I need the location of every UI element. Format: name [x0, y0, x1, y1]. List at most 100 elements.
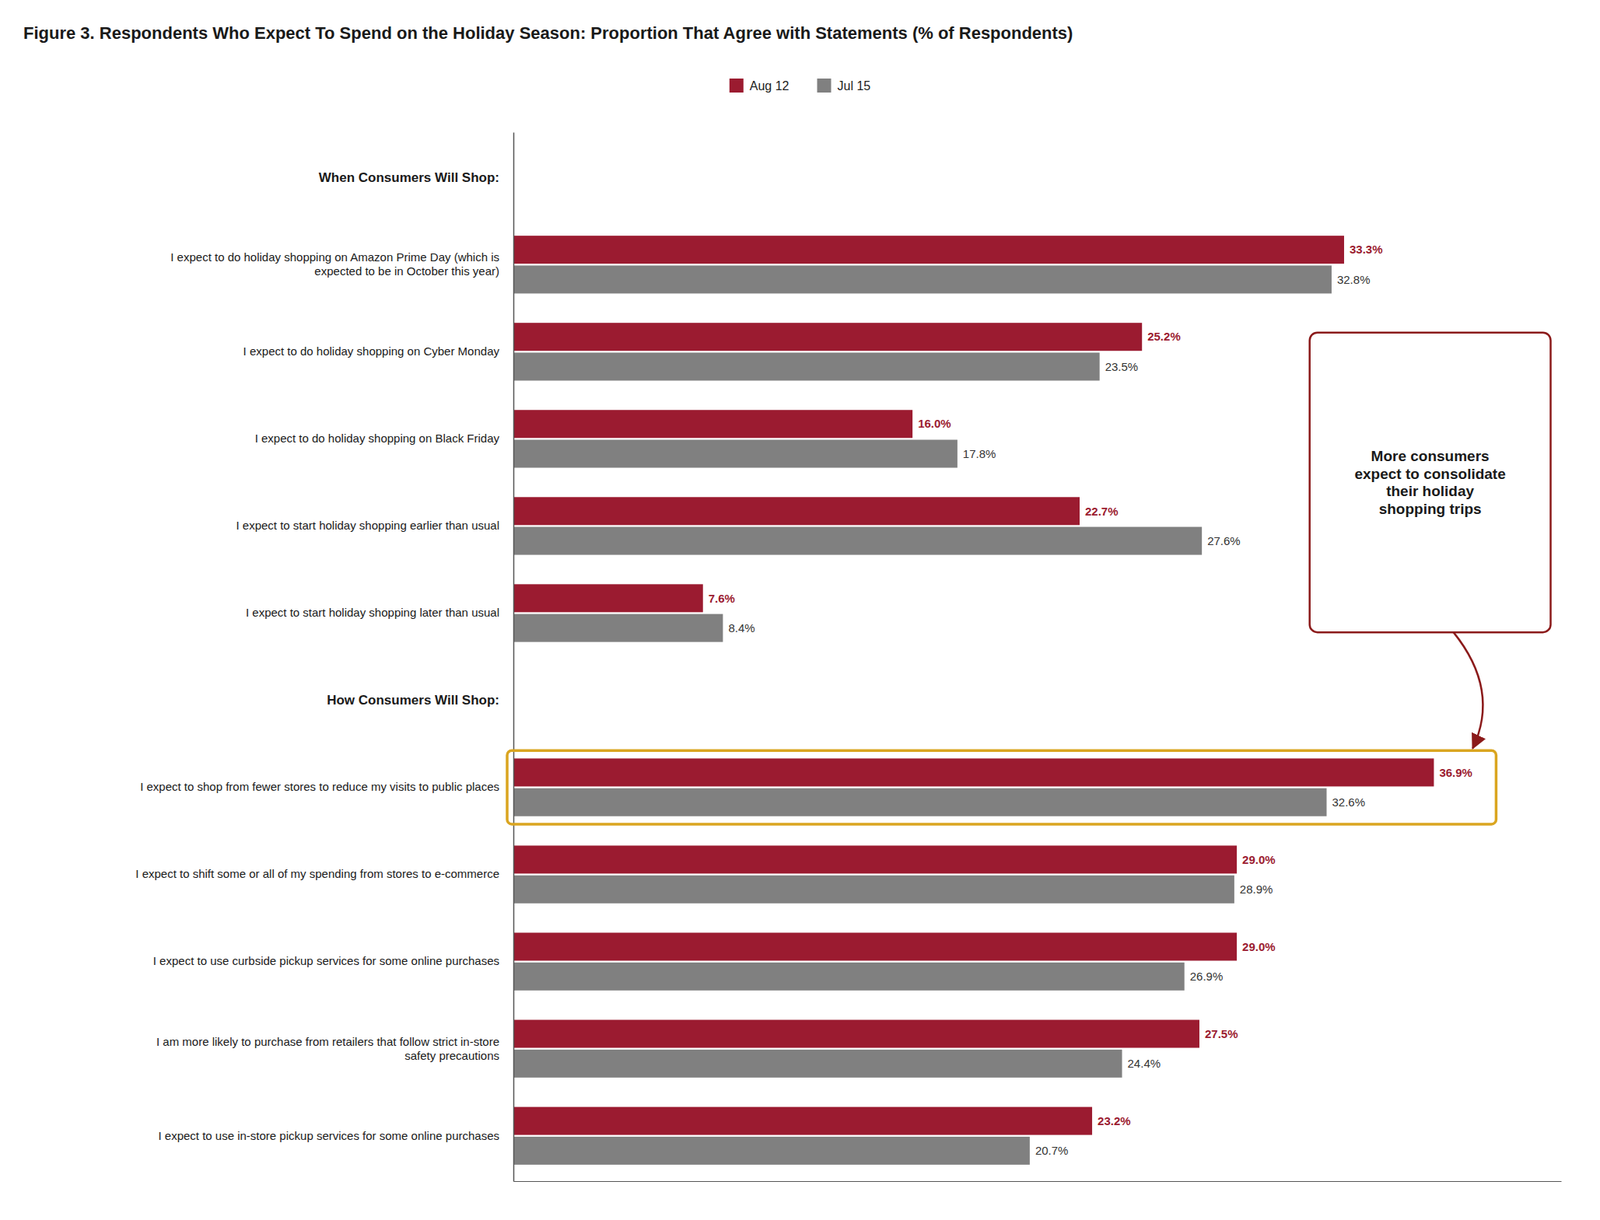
bar: [513, 352, 1100, 381]
y-tick-label: I expect to use curbside pickup services…: [153, 954, 500, 968]
y-tick-label-line: I expect to shift some or all of my spen…: [135, 867, 500, 881]
y-tick-label-line: I expect to do holiday shopping on Black…: [255, 431, 501, 445]
legend: Aug 12 Jul 15: [729, 78, 872, 93]
data-label: 7.6%: [708, 591, 736, 606]
y-tick-label-line: I expect to start holiday shopping later…: [245, 605, 500, 620]
plot: 33.3% 25.2% 16.0% 22.7% 7.6% 36.9% 29.0% 29.0% 2…: [135, 133, 1562, 1183]
data-label: 8.4%: [728, 621, 755, 635]
bar: [513, 584, 704, 613]
y-tick-label-line: expected to be in October this year): [314, 264, 500, 278]
y-axis-line: [513, 133, 515, 1183]
legend-swatch: [817, 78, 832, 93]
callout-text-line: expect to consolidate: [1354, 465, 1506, 483]
y-tick-label-line: How Consumers Will Shop:: [326, 693, 500, 708]
callout-box: [1309, 332, 1551, 633]
y-tick-label-line: I am more likely to purchase from retail…: [156, 1034, 500, 1048]
y-tick-label-line: safety precautions: [404, 1048, 500, 1062]
y-tick: I expect to do holiday shopping on Black…: [255, 431, 501, 445]
bar: [513, 235, 1345, 264]
x-axis: [514, 1181, 1562, 1183]
y-tick-label: I expect to do holiday shopping on Cyber…: [243, 344, 501, 358]
data-label: 27.6%: [1207, 534, 1241, 548]
bar: [513, 875, 1235, 904]
data-label: 32.6%: [1332, 795, 1366, 809]
y-tick-label: When Consumers Will Shop:: [318, 170, 500, 186]
data-label: 28.9%: [1239, 882, 1274, 897]
highlight-box: [507, 750, 1496, 825]
data-label: 20.7%: [1035, 1144, 1069, 1158]
chart: Figure 3. Respondents Who Expect To Spen…: [0, 0, 1600, 1220]
callout-text-line: shopping trips: [1379, 500, 1482, 518]
y-tick-label: How Consumers Will Shop:: [326, 693, 500, 708]
bar: [513, 409, 913, 438]
data-label: 26.9%: [1190, 969, 1224, 984]
bar: [513, 788, 1327, 817]
callout-arrow: [1453, 632, 1484, 749]
data-label: 25.2%: [1147, 329, 1181, 344]
y-tick-label-line: When Consumers Will Shop:: [318, 170, 500, 186]
y-tick-label: I expect to start holiday shopping earli…: [235, 518, 500, 533]
legend-label: Jul 15: [837, 79, 872, 93]
callout-text-line: their holiday: [1386, 483, 1474, 500]
data-label: 17.8%: [962, 447, 997, 461]
bar: [513, 527, 1202, 556]
y-tick-label-line: I expect to shop from fewer stores to re…: [140, 780, 500, 794]
data-label: 23.2%: [1097, 1114, 1131, 1128]
bar: [513, 845, 1237, 874]
y-axis: When Consumers Will Shop: I expect to do …: [135, 133, 514, 1183]
y-tick: I am more likely to purchase from retail…: [156, 1034, 500, 1062]
y-tick-label: I expect to use in-store pickup services…: [157, 1129, 500, 1143]
y-tick-label: I expect to start holiday shopping later…: [245, 605, 500, 620]
y-tick-label: I am more likely to purchase from retail…: [156, 1034, 500, 1062]
y-tick-label-line: I expect to start holiday shopping earli…: [235, 518, 500, 533]
data-label: 27.5%: [1204, 1027, 1239, 1041]
y-tick-label-line: I expect to use in-store pickup services…: [157, 1129, 500, 1143]
data-label: 36.9%: [1438, 766, 1473, 780]
data-label: 29.0%: [1242, 940, 1276, 954]
callout-text: More consumersexpect to consolidatetheir…: [1354, 448, 1506, 518]
y-tick-label: I expect to do holiday shopping on Amazo…: [170, 250, 500, 278]
annotation: More consumersexpect to consolidatetheir…: [507, 332, 1551, 825]
legend-item: Jul 15: [817, 78, 872, 93]
bar: [513, 1137, 1030, 1166]
y-tick: How Consumers Will Shop:: [326, 693, 500, 708]
title: Figure 3. Respondents Who Expect To Spen…: [23, 23, 1073, 43]
bar: [513, 265, 1332, 294]
y-tick-label: I expect to shop from fewer stores to re…: [140, 780, 500, 794]
y-tick: I expect to shift some or all of my spen…: [135, 867, 500, 881]
bar: [513, 1050, 1123, 1079]
data-label: 29.0%: [1242, 853, 1276, 867]
y-tick: I expect to shop from fewer stores to re…: [140, 780, 500, 794]
bar: [513, 962, 1185, 991]
legend-label: Aug 12: [749, 79, 790, 93]
bar: [513, 1107, 1093, 1136]
y-tick: I expect to do holiday shopping on Amazo…: [170, 250, 500, 278]
y-tick: I expect to use curbside pickup services…: [153, 954, 500, 968]
bar: [513, 933, 1237, 962]
data-label: 22.7%: [1085, 504, 1119, 519]
data-label: 16.0%: [917, 416, 952, 431]
bars: [513, 235, 1434, 1166]
legend-item: Aug 12: [729, 78, 790, 93]
y-tick: When Consumers Will Shop:: [318, 170, 500, 186]
bar: [513, 322, 1142, 351]
x-axis-line: [514, 1181, 1562, 1183]
y-tick-label: I expect to do holiday shopping on Black…: [255, 431, 501, 445]
y-tick: I expect to use in-store pickup services…: [157, 1129, 500, 1143]
bar: [513, 1020, 1200, 1049]
y-tick: I expect to start holiday shopping earli…: [235, 518, 500, 533]
y-tick-label-line: I expect to use curbside pickup services…: [153, 954, 500, 968]
y-tick-label: I expect to shift some or all of my spen…: [135, 867, 500, 881]
y-tick: I expect to do holiday shopping on Cyber…: [243, 344, 501, 358]
data-label: 33.3%: [1349, 242, 1383, 256]
callout-text-line: More consumers: [1371, 448, 1490, 465]
bar: [513, 614, 723, 643]
legend-swatch: [729, 78, 744, 93]
data-label: 24.4%: [1127, 1057, 1162, 1071]
bar: [513, 758, 1434, 787]
bar: [513, 440, 958, 469]
y-tick-label-line: I expect to do holiday shopping on Amazo…: [170, 250, 500, 264]
data-label: 23.5%: [1105, 360, 1139, 374]
bar: [513, 497, 1080, 526]
y-tick: I expect to start holiday shopping later…: [245, 605, 500, 620]
